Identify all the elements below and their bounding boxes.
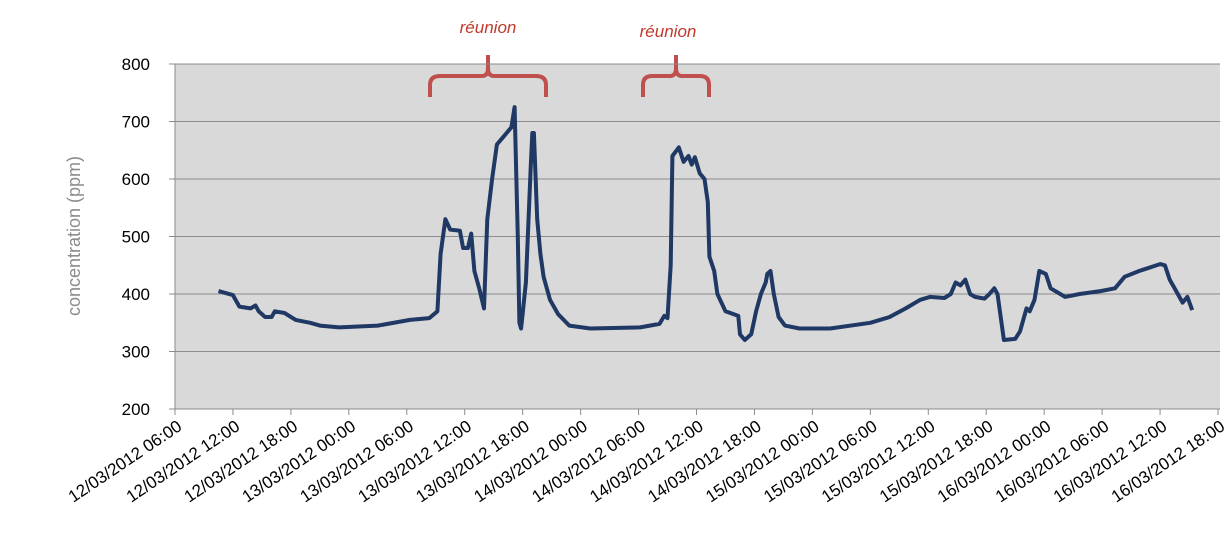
y-tick-label: 400 [122, 285, 150, 304]
y-tick-label: 500 [122, 228, 150, 247]
y-tick-label: 600 [122, 170, 150, 189]
annotation: réunion [640, 22, 697, 41]
line [217, 105, 1195, 342]
y-tick-label: 700 [122, 113, 150, 132]
bracket [428, 55, 548, 97]
y-tick-label: 300 [122, 343, 150, 362]
bracket [641, 55, 711, 97]
y-tick-label: 800 [122, 55, 150, 74]
annotation: réunion [460, 18, 517, 37]
y-axis-label: concentration (ppm) [64, 156, 84, 316]
y-tick-label: 200 [122, 400, 150, 419]
